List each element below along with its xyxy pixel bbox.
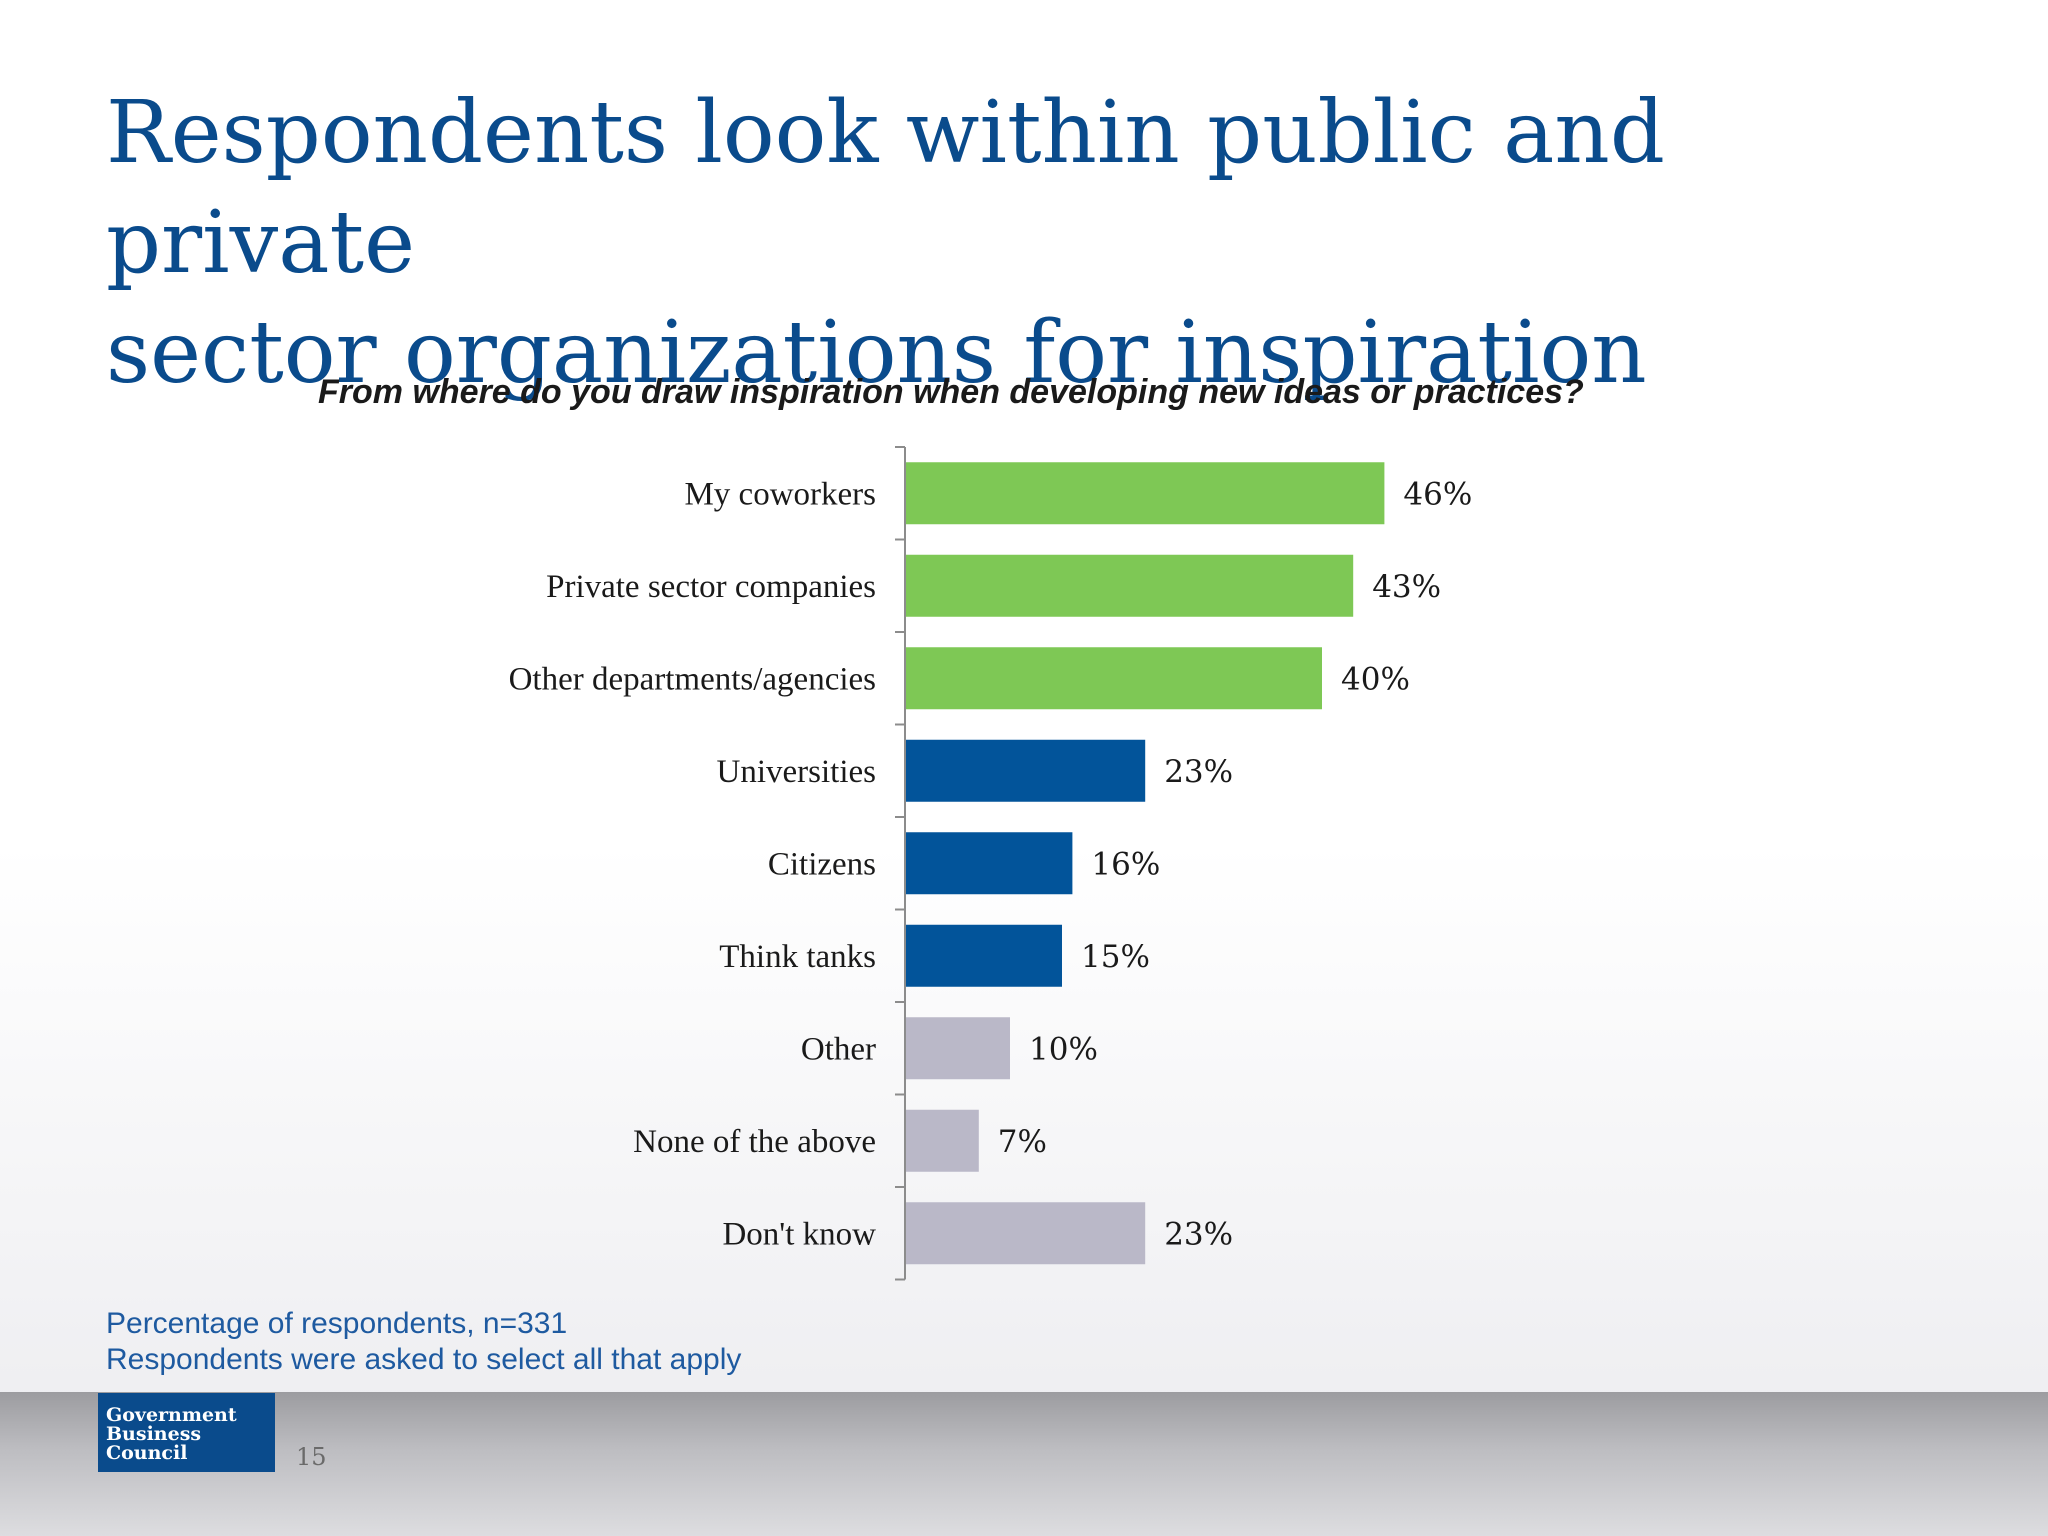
chart-category-label: Citizens bbox=[768, 846, 876, 882]
chart-category-label: Think tanks bbox=[719, 939, 876, 975]
footnote-select-all: Respondents were asked to select all tha… bbox=[106, 1343, 742, 1376]
chart-category-labels: My coworkers Private sector companies Othe… bbox=[509, 476, 877, 1252]
chart-value-label: 40% bbox=[1341, 661, 1410, 697]
logo-line-business: Business bbox=[106, 1423, 202, 1445]
chart-bar bbox=[906, 924, 1062, 987]
chart-value-labels: 46% 43% 40% 23% 16% 15% 10% 7% 23% bbox=[998, 476, 1473, 1252]
chart-bar bbox=[906, 462, 1385, 525]
chart-value-label: 15% bbox=[1081, 939, 1150, 975]
chart-value-label: 23% bbox=[1164, 754, 1233, 790]
footer-band bbox=[0, 1392, 2048, 1536]
chart-bars bbox=[906, 462, 1385, 1265]
chart-category-label: Other departments/agencies bbox=[509, 661, 876, 697]
chart-bar bbox=[906, 1109, 979, 1172]
chart-bar bbox=[906, 1017, 1010, 1080]
chart-value-label: 16% bbox=[1091, 846, 1160, 882]
chart-bar bbox=[906, 739, 1146, 802]
chart-bar bbox=[906, 647, 1322, 710]
chart-bar bbox=[906, 832, 1073, 895]
chart-category-label: Private sector companies bbox=[546, 569, 876, 605]
chart-value-label: 7% bbox=[998, 1124, 1047, 1160]
chart-category-label: Universities bbox=[717, 754, 876, 790]
chart-category-label: None of the above bbox=[633, 1124, 876, 1160]
chart-category-label: Don't know bbox=[722, 1216, 876, 1252]
footnotes: Percentage of respondents, n=331 Respond… bbox=[106, 1306, 741, 1378]
gbc-logo: Government Business Council bbox=[98, 1393, 275, 1472]
chart-bar bbox=[906, 554, 1354, 617]
footnote-sample-size: Percentage of respondents, n=331 bbox=[106, 1307, 568, 1340]
chart-title: From where do you draw inspiration when … bbox=[318, 373, 1584, 411]
page-number: 15 bbox=[296, 1443, 327, 1471]
chart-axis bbox=[895, 446, 906, 1281]
slide-title-line-2: sector organizations for inspiration bbox=[106, 303, 1647, 403]
chart-value-label: 46% bbox=[1403, 476, 1472, 512]
chart-category-label: Other bbox=[801, 1031, 876, 1067]
chart-bar bbox=[906, 1202, 1146, 1265]
chart-category-label: My coworkers bbox=[684, 476, 876, 512]
logo-line-council: Council bbox=[106, 1442, 188, 1464]
chart-value-label: 23% bbox=[1164, 1216, 1233, 1252]
slide-title-line-1: Respondents look within public and priva… bbox=[106, 83, 1665, 293]
chart-value-label: 10% bbox=[1029, 1031, 1098, 1067]
slide-title: Respondents look within public and priva… bbox=[106, 78, 1986, 408]
chart-value-label: 43% bbox=[1372, 569, 1441, 605]
logo-line-government: Government bbox=[106, 1404, 237, 1426]
